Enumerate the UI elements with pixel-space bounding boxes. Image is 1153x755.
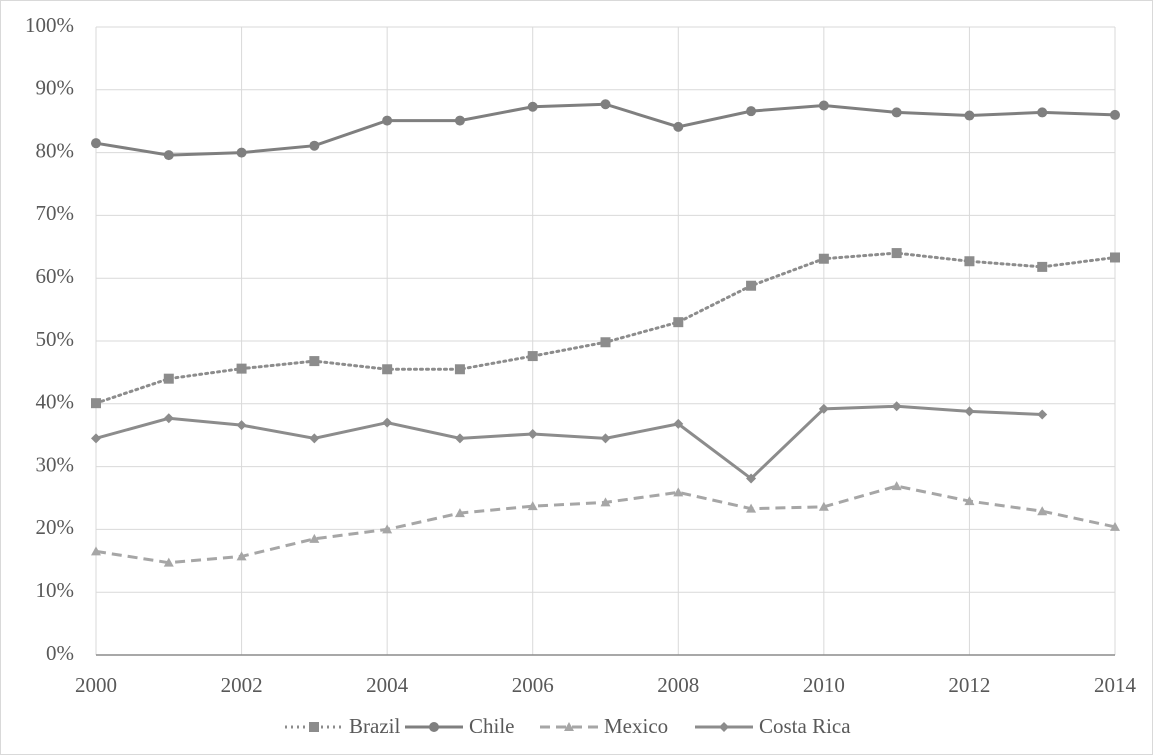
marker — [818, 100, 829, 111]
legend-marker — [564, 722, 574, 731]
x-tick-label: 2014 — [1094, 673, 1137, 697]
x-tick-label: 2006 — [512, 673, 554, 697]
x-tick-label: 2004 — [366, 673, 409, 697]
marker — [309, 356, 320, 367]
x-tick-label: 2012 — [948, 673, 990, 697]
marker — [964, 496, 975, 506]
marker — [91, 546, 101, 556]
marker — [382, 115, 393, 126]
marker — [673, 487, 684, 497]
legend-marker — [309, 722, 319, 732]
x-tick-label: 2008 — [657, 673, 699, 697]
marker — [527, 501, 538, 511]
marker — [818, 501, 829, 511]
y-tick-label: 20% — [36, 515, 75, 539]
y-tick-label: 50% — [36, 327, 75, 351]
marker — [163, 557, 174, 567]
marker — [527, 351, 538, 362]
marker — [91, 138, 101, 149]
marker — [600, 337, 611, 348]
marker — [309, 533, 320, 543]
marker — [91, 398, 101, 409]
x-tick-label: 2000 — [75, 673, 117, 697]
marker — [309, 140, 320, 151]
marker — [746, 280, 757, 291]
marker — [891, 248, 902, 259]
series-line — [95, 404, 1043, 481]
marker — [673, 121, 684, 132]
y-tick-label: 60% — [36, 264, 75, 288]
marker — [236, 420, 247, 431]
marker — [1110, 252, 1120, 263]
marker — [1037, 409, 1048, 420]
y-tick-label: 90% — [36, 76, 75, 100]
marker — [600, 497, 611, 507]
x-tick-label: 2002 — [221, 673, 263, 697]
marker — [163, 413, 174, 424]
marker — [891, 107, 902, 118]
marker — [454, 364, 465, 375]
marker — [891, 401, 902, 412]
marker — [600, 99, 611, 110]
marker — [1037, 261, 1048, 272]
marker — [1037, 107, 1048, 118]
x-tick-label: 2010 — [803, 673, 845, 697]
marker — [746, 473, 757, 484]
y-tick-label: 30% — [36, 452, 75, 476]
marker — [382, 524, 393, 534]
marker — [818, 253, 829, 264]
y-tick-label: 80% — [36, 138, 75, 162]
marker — [673, 418, 684, 429]
marker — [1110, 109, 1120, 120]
y-tick-label: 40% — [36, 390, 75, 414]
marker — [91, 433, 101, 444]
marker — [236, 551, 247, 561]
marker — [236, 147, 247, 158]
legend-label: Brazil — [349, 714, 400, 738]
marker — [382, 364, 393, 375]
marker — [964, 406, 975, 417]
y-tick-label: 10% — [36, 578, 75, 602]
marker — [382, 417, 393, 428]
marker — [964, 256, 975, 267]
legend-label: Costa Rica — [759, 714, 851, 738]
marker — [1110, 521, 1120, 531]
legend-label: Mexico — [604, 714, 668, 738]
marker — [1037, 506, 1048, 516]
legend-marker — [429, 722, 439, 732]
legend-label: Chile — [469, 714, 515, 738]
marker — [600, 433, 611, 444]
legend-marker — [719, 722, 729, 732]
marker — [964, 110, 975, 121]
y-tick-label: 70% — [36, 201, 75, 225]
marker — [163, 373, 174, 384]
marker — [673, 317, 684, 328]
y-tick-label: 100% — [25, 13, 74, 37]
marker — [454, 508, 465, 518]
marker — [891, 481, 902, 491]
marker — [454, 433, 465, 444]
marker — [309, 433, 320, 444]
marker — [236, 363, 247, 374]
y-tick-label: 0% — [46, 641, 74, 665]
marker — [527, 428, 538, 439]
marker — [746, 503, 757, 513]
marker — [527, 101, 538, 112]
marker — [454, 115, 465, 126]
marker — [163, 150, 174, 161]
marker — [818, 403, 829, 414]
marker — [746, 106, 757, 117]
